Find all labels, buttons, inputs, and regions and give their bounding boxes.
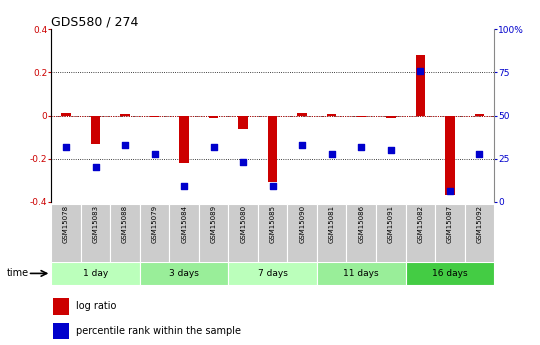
Bar [81,204,110,264]
Text: time: time [6,268,29,278]
Point [180,184,188,189]
Point [446,189,454,194]
Point [298,142,307,148]
Text: 1 day: 1 day [83,269,108,278]
Point [475,151,484,156]
Text: GSM15089: GSM15089 [211,205,217,244]
Text: GSM15085: GSM15085 [269,205,276,243]
Bar [110,204,140,264]
Bar [406,262,494,285]
Bar [406,204,435,264]
Bar [170,204,199,264]
Text: percentile rank within the sample: percentile rank within the sample [76,326,241,336]
Point [416,68,424,73]
Bar [140,262,228,285]
Point [387,147,395,153]
Point [91,165,100,170]
Bar [120,115,130,116]
Bar [386,116,395,118]
Text: 16 days: 16 days [432,269,468,278]
Bar [140,204,170,264]
Point [268,184,277,189]
Bar [209,116,218,118]
Text: log ratio: log ratio [76,302,117,311]
Text: 11 days: 11 days [343,269,379,278]
Text: GSM15079: GSM15079 [152,205,158,244]
Bar [239,116,248,128]
Bar [53,298,69,315]
Point [327,151,336,156]
Text: GSM15082: GSM15082 [417,205,423,243]
Bar [445,116,455,195]
Point [150,151,159,156]
Bar [268,116,278,183]
Text: GSM15086: GSM15086 [358,205,365,244]
Bar [199,204,228,264]
Bar [51,204,81,264]
Bar [475,115,484,116]
Bar [228,262,317,285]
Bar [317,262,406,285]
Bar [228,204,258,264]
Point [357,144,366,149]
Text: GSM15091: GSM15091 [388,205,394,244]
Text: GSM15083: GSM15083 [92,205,99,244]
Bar [150,116,159,117]
Bar [258,204,287,264]
Text: GSM15084: GSM15084 [181,205,187,243]
Text: GSM15092: GSM15092 [476,205,482,243]
Bar [327,115,336,116]
Text: 7 days: 7 days [258,269,288,278]
Text: GSM15081: GSM15081 [329,205,335,244]
Text: GSM15090: GSM15090 [299,205,305,244]
Text: GDS580 / 274: GDS580 / 274 [51,15,139,28]
Bar [347,204,376,264]
Point [121,142,130,148]
Bar [53,323,69,339]
Text: GSM15087: GSM15087 [447,205,453,244]
Bar [179,116,189,163]
Point [239,159,247,165]
Bar [91,116,100,144]
Point [210,144,218,149]
Text: 3 days: 3 days [169,269,199,278]
Bar [416,55,425,116]
Bar [435,204,464,264]
Bar [464,204,494,264]
Bar [356,116,366,117]
Text: GSM15088: GSM15088 [122,205,128,244]
Bar [287,204,317,264]
Bar [376,204,406,264]
Point [62,144,70,149]
Text: GSM15080: GSM15080 [240,205,246,244]
Bar [62,114,71,116]
Bar [298,114,307,116]
Text: GSM15078: GSM15078 [63,205,69,244]
Bar [51,262,140,285]
Bar [317,204,347,264]
